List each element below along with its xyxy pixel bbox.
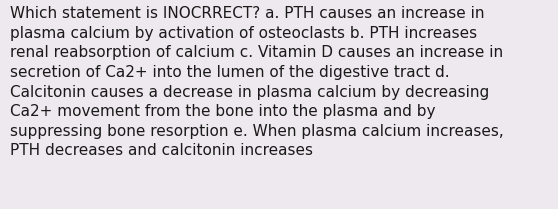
Text: Which statement is INOCRRECT? a. PTH causes an increase in
plasma calcium by act: Which statement is INOCRRECT? a. PTH cau… (10, 6, 504, 158)
